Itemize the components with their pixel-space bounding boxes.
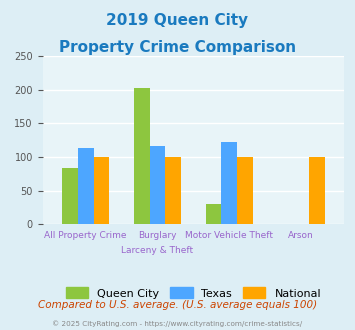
- Text: © 2025 CityRating.com - https://www.cityrating.com/crime-statistics/: © 2025 CityRating.com - https://www.city…: [53, 320, 302, 327]
- Text: Motor Vehicle Theft: Motor Vehicle Theft: [185, 231, 273, 240]
- Text: Larceny & Theft: Larceny & Theft: [121, 246, 193, 255]
- Legend: Queen City, Texas, National: Queen City, Texas, National: [61, 283, 326, 303]
- Bar: [222, 142, 237, 224]
- Bar: [94, 157, 109, 224]
- Text: Burglary: Burglary: [138, 231, 177, 240]
- Text: All Property Crime: All Property Crime: [44, 231, 127, 240]
- Bar: [309, 157, 325, 224]
- Bar: [237, 157, 253, 224]
- Text: 2019 Queen City: 2019 Queen City: [106, 13, 248, 28]
- Bar: [134, 88, 150, 224]
- Bar: [206, 204, 222, 224]
- Bar: [165, 157, 181, 224]
- Text: Compared to U.S. average. (U.S. average equals 100): Compared to U.S. average. (U.S. average …: [38, 300, 317, 310]
- Bar: [62, 168, 78, 224]
- Text: Arson: Arson: [288, 231, 314, 240]
- Bar: [78, 148, 94, 224]
- Text: Property Crime Comparison: Property Crime Comparison: [59, 40, 296, 54]
- Bar: [150, 146, 165, 224]
